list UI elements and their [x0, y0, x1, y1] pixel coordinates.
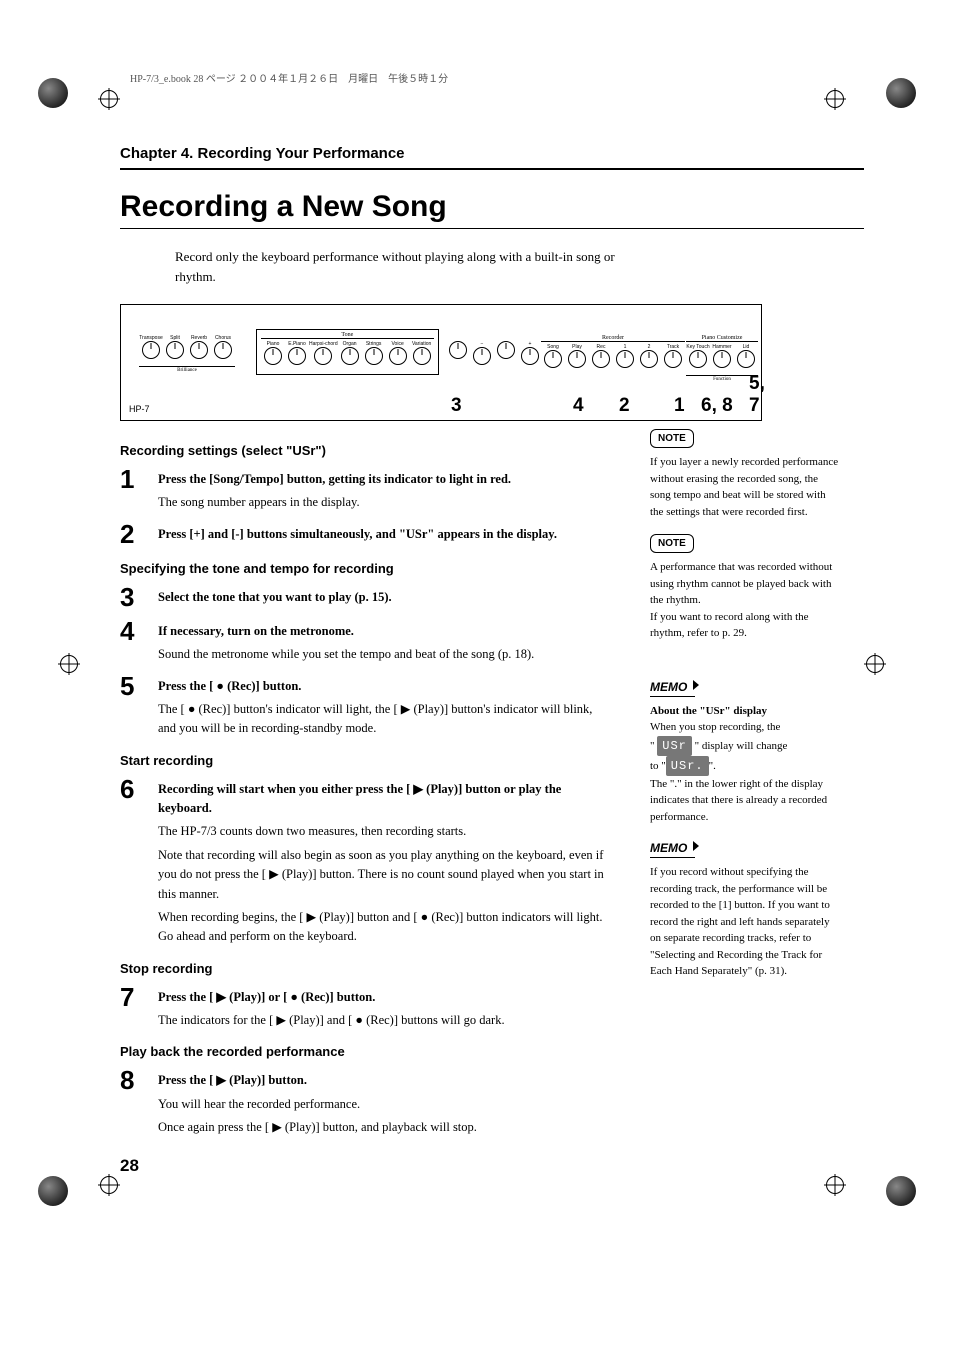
panel-group-metronome: −+: [446, 341, 542, 370]
figure-callout: 2: [619, 395, 630, 417]
memo-text: When you stop recording, the " USr " dis…: [650, 719, 840, 825]
note-label: NOTE: [650, 534, 694, 553]
step-instruction: Press the [ ▶ (Play)] or [ ● (Rec)] butt…: [158, 988, 610, 1007]
seg-display: USr.: [666, 756, 709, 776]
intro-text: Record only the keyboard performance wit…: [175, 247, 655, 286]
panel-diagram: HP-7 TransposeSplitReverbChorus Brillian…: [120, 304, 762, 421]
step-number: 8: [120, 1067, 158, 1093]
step-number: 2: [120, 521, 158, 547]
title-rule: [120, 228, 864, 229]
figure-callout: 4: [573, 395, 584, 417]
figure-callout: 5, 7: [749, 373, 765, 417]
heading-tone-tempo: Specifying the tone and tempo for record…: [120, 561, 610, 576]
page-number: 28: [120, 1156, 610, 1176]
step-6: 6 Recording will start when you either p…: [120, 774, 610, 947]
step-detail: The [ ● (Rec)] button's indicator will l…: [158, 700, 610, 739]
step-instruction: Press the [Song/Tempo] button, getting i…: [158, 470, 610, 489]
step-instruction: If necessary, turn on the metronome.: [158, 622, 610, 641]
panel-group-1: TransposeSplitReverbChorus Brilliance: [139, 335, 235, 373]
figure-callout: 6, 8: [701, 395, 733, 417]
step-number: 1: [120, 466, 158, 492]
seg-display: USr: [657, 736, 692, 756]
page-title: Recording a New Song: [120, 190, 864, 224]
memo-label: MEMO: [650, 678, 695, 697]
step-2: 2 Press [+] and [-] buttons simultaneous…: [120, 519, 610, 547]
chapter-title: Chapter 4. Recording Your Performance: [120, 145, 864, 162]
step-number: 3: [120, 584, 158, 610]
chapter-rule: [120, 168, 864, 170]
panel-group-tone: Tone PianoE.PianoHarpsi-chordOrganString…: [256, 329, 439, 375]
side-column: NOTE If you layer a newly recorded perfo…: [650, 429, 840, 1176]
panel-group-recorder: Recorder SongPlayRec12Track: [541, 335, 685, 373]
step-instruction: Press [+] and [-] buttons simultaneously…: [158, 525, 610, 544]
memo-text: If you record without specifying the rec…: [650, 864, 840, 980]
step-1: 1 Press the [Song/Tempo] button, getting…: [120, 464, 610, 513]
note-text: A performance that was recorded without …: [650, 559, 840, 642]
heading-start-recording: Start recording: [120, 753, 610, 768]
heading-stop-recording: Stop recording: [120, 961, 610, 976]
panel-group-customize: Piano Customize Key TouchHammerLid Funct…: [686, 335, 758, 382]
heading-playback: Play back the recorded performance: [120, 1044, 610, 1059]
step-number: 5: [120, 673, 158, 699]
step-instruction: Select the tone that you want to play (p…: [158, 588, 610, 607]
step-number: 6: [120, 776, 158, 802]
memo-title: About the "USr" display: [650, 703, 840, 720]
step-detail: Note that recording will also begin as s…: [158, 846, 610, 904]
step-5: 5 Press the [ ● (Rec)] button. The [ ● (…: [120, 671, 610, 739]
step-detail: When recording begins, the [ ▶ (Play)] b…: [158, 908, 610, 947]
memo-label: MEMO: [650, 839, 695, 858]
heading-recording-settings: Recording settings (select "USr"): [120, 443, 610, 458]
note-text: If you layer a newly recorded performanc…: [650, 454, 840, 520]
step-7: 7 Press the [ ▶ (Play)] or [ ● (Rec)] bu…: [120, 982, 610, 1031]
step-8: 8 Press the [ ▶ (Play)] button. You will…: [120, 1065, 610, 1137]
step-detail: The song number appears in the display.: [158, 493, 610, 512]
step-detail: The HP-7/3 counts down two measures, the…: [158, 822, 610, 841]
step-number: 7: [120, 984, 158, 1010]
book-header: HP-7/3_e.book 28 ページ ２００４年１月２６日 月曜日 午後５時…: [130, 70, 864, 85]
step-detail: You will hear the recorded performance.: [158, 1095, 610, 1114]
step-detail: Once again press the [ ▶ (Play)] button,…: [158, 1118, 610, 1137]
note-label: NOTE: [650, 429, 694, 448]
step-number: 4: [120, 618, 158, 644]
step-detail: The indicators for the [ ▶ (Play)] and […: [158, 1011, 610, 1030]
figure-callout: 1: [674, 395, 685, 417]
step-3: 3 Select the tone that you want to play …: [120, 582, 610, 610]
step-4: 4 If necessary, turn on the metronome. S…: [120, 616, 610, 665]
figure-callout: 3: [451, 395, 462, 417]
step-instruction: Press the [ ▶ (Play)] button.: [158, 1071, 610, 1090]
main-column: Recording settings (select "USr") 1 Pres…: [120, 429, 610, 1176]
step-detail: Sound the metronome while you set the te…: [158, 645, 610, 664]
panel-model-label: HP-7: [129, 404, 150, 414]
step-instruction: Press the [ ● (Rec)] button.: [158, 677, 610, 696]
step-instruction: Recording will start when you either pre…: [158, 780, 610, 819]
